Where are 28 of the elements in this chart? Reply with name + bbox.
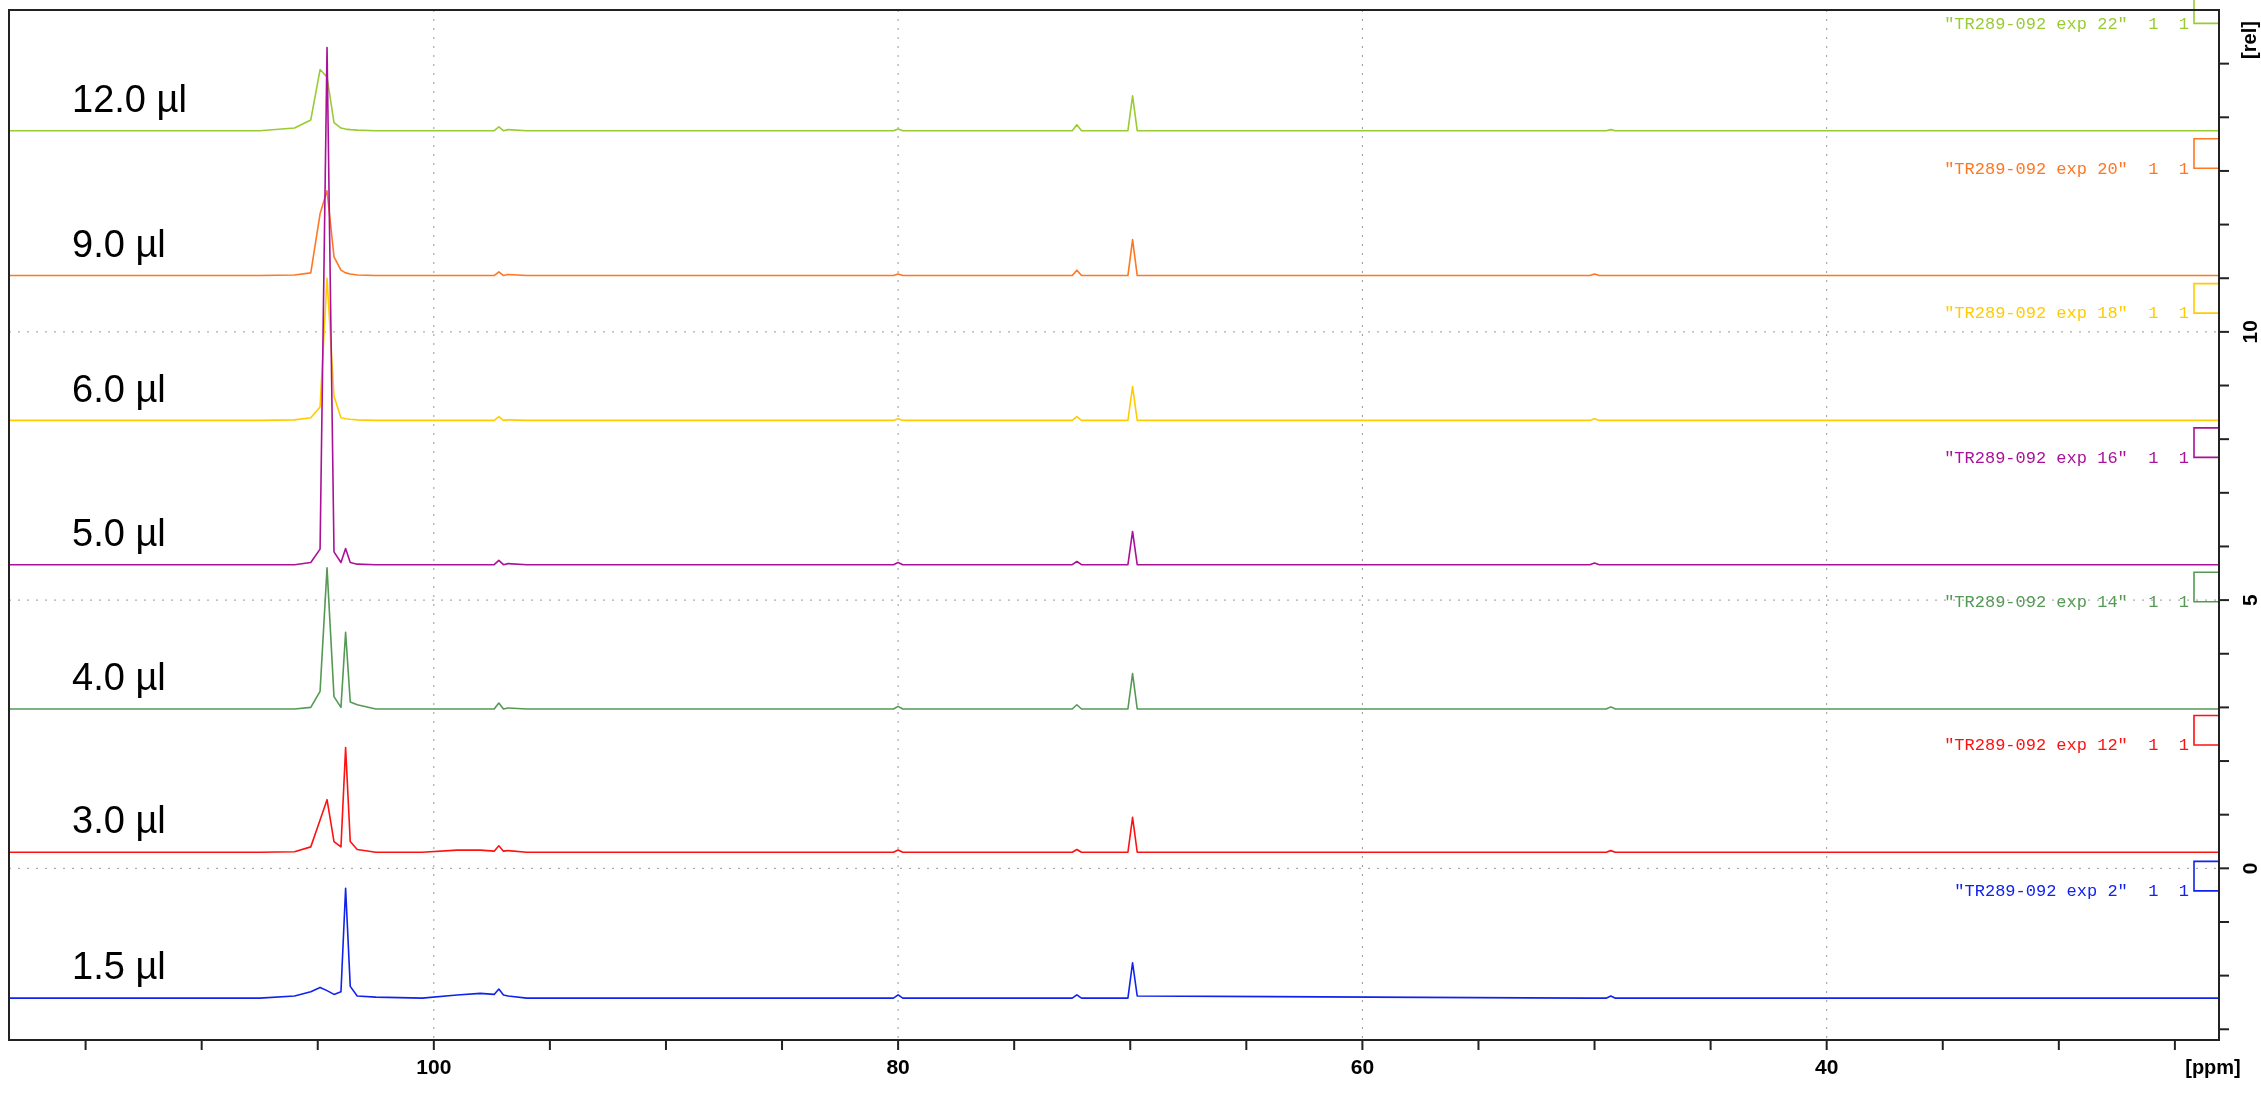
- annotation: "TR289-092 exp 12" 1 1: [1944, 736, 2189, 756]
- series-label: 12.0 µl: [72, 77, 187, 120]
- y-axis-title: [rel]: [2238, 21, 2260, 59]
- series-label: 9.0 µl: [72, 222, 166, 265]
- y-tick-label: 0: [2237, 862, 2261, 875]
- line-series: [8, 567, 2220, 710]
- annotation: "TR289-092 exp 2" 1 1: [1954, 882, 2189, 902]
- y-tick-label: 5: [2237, 593, 2261, 606]
- annotation: "TR289-092 exp 18" 1 1: [1944, 304, 2189, 324]
- x-tick-label: 80: [886, 1055, 910, 1078]
- line-series: [8, 46, 2220, 566]
- series-label: 3.0 µl: [72, 799, 166, 842]
- annotation: "TR289-092 exp 16" 1 1: [1944, 448, 2189, 468]
- series-label: 5.0 µl: [72, 511, 166, 554]
- y-tick-label: 10: [2237, 320, 2261, 344]
- x-axis-title: [ppm]: [2185, 1056, 2241, 1078]
- annotation: "TR289-092 exp 22" 1 1: [1944, 14, 2189, 34]
- series-label: 1.5 µl: [72, 945, 166, 988]
- line-series: [8, 189, 2220, 277]
- x-tick-label: 100: [416, 1055, 452, 1078]
- series-label: 6.0 µl: [72, 367, 166, 410]
- annotation: "TR289-092 exp 20" 1 1: [1944, 159, 2189, 179]
- line-series: [8, 68, 2220, 132]
- x-tick-label: 40: [1815, 1055, 1839, 1078]
- line-series: [8, 277, 2220, 422]
- annotation: "TR289-092 exp 14" 1 1: [1944, 593, 2189, 613]
- x-tick-label: 60: [1350, 1055, 1375, 1078]
- series-label: 4.0 µl: [72, 656, 166, 699]
